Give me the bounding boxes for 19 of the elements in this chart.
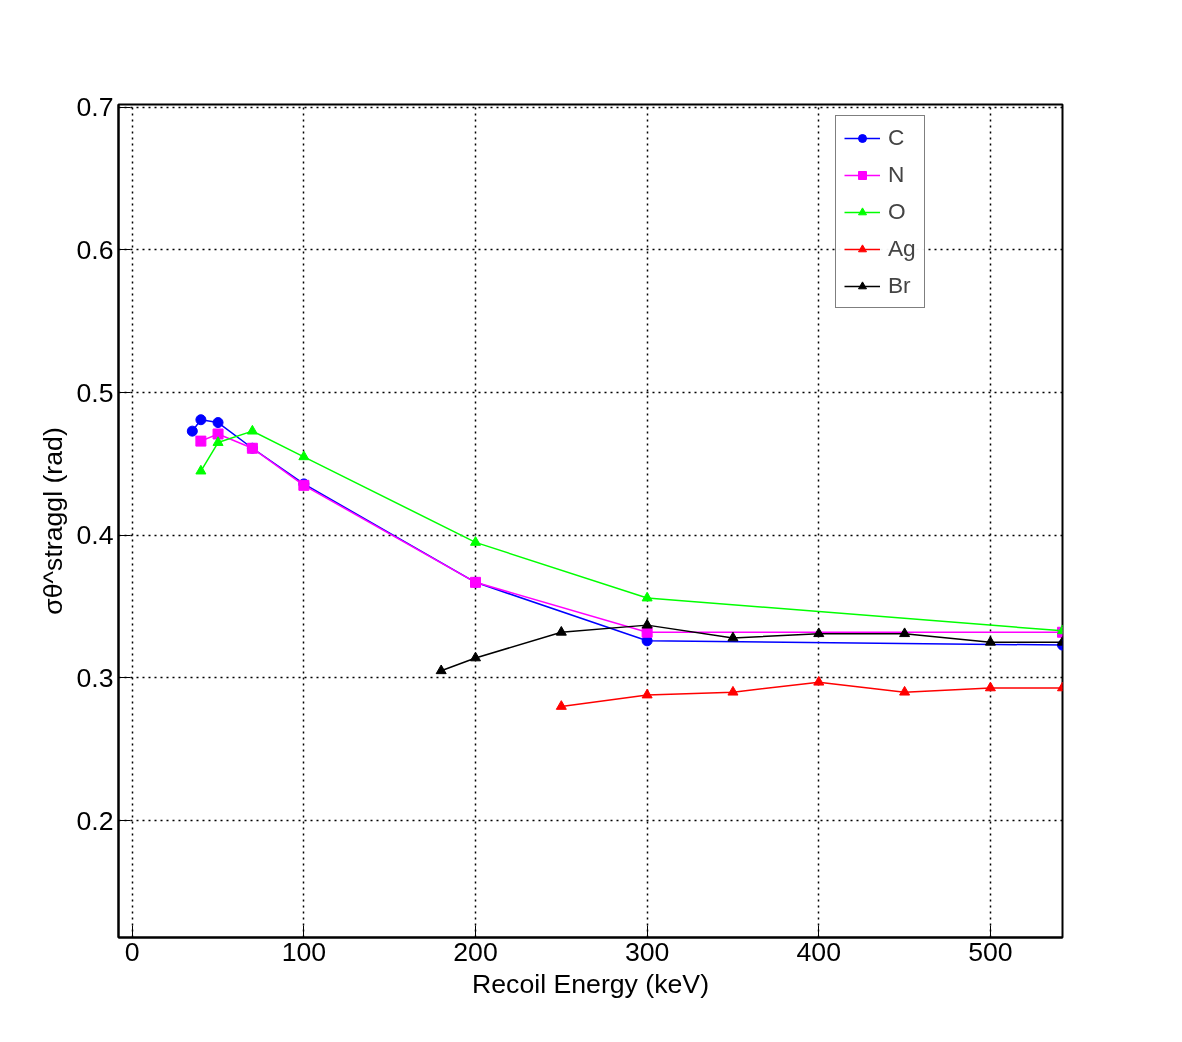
x-tick-label: 400: [796, 936, 842, 967]
y-tick-label: 0.2: [76, 805, 114, 836]
legend-label: O: [888, 198, 907, 225]
y-tick-label: 0.3: [76, 662, 114, 693]
y-axis-title: σθ^straggl (rad): [38, 427, 69, 615]
y-tick-label: 0.6: [76, 234, 114, 265]
x-tick-label: 200: [453, 936, 498, 967]
x-tick-label: 100: [281, 936, 327, 967]
y-tick-label: 0.4: [76, 520, 114, 551]
x-tick-label: 500: [968, 936, 1013, 967]
legend-label: Ag: [888, 235, 916, 262]
x-axis-title: Recoil Energy (keV): [471, 968, 710, 999]
y-tick-label: 0.5: [76, 377, 114, 408]
x-tick-label: 0: [124, 936, 140, 967]
legend-label: N: [888, 161, 906, 188]
legend-label: Br: [888, 272, 911, 299]
legend-label: C: [888, 124, 906, 151]
x-tick-label: 300: [624, 936, 670, 967]
y-tick-label: 0.7: [76, 92, 114, 123]
